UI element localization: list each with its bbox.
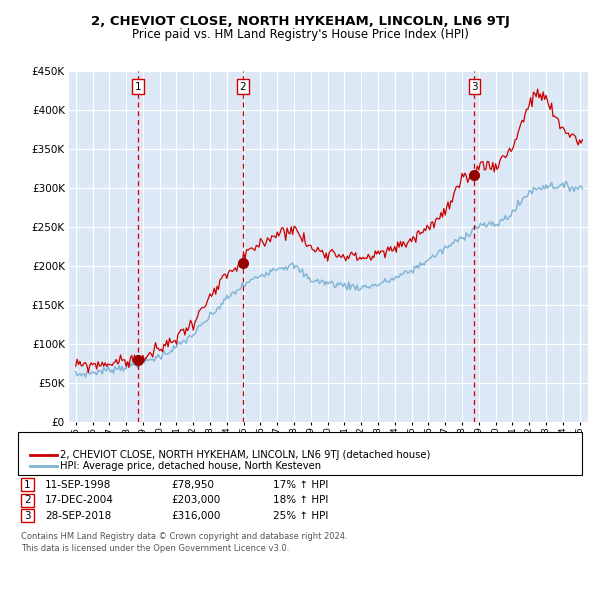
Text: £203,000: £203,000 [171,496,220,505]
Text: Contains HM Land Registry data © Crown copyright and database right 2024.: Contains HM Land Registry data © Crown c… [21,532,347,541]
Text: This data is licensed under the Open Government Licence v3.0.: This data is licensed under the Open Gov… [21,544,289,553]
Text: 11-SEP-1998: 11-SEP-1998 [45,480,112,490]
Text: 28-SEP-2018: 28-SEP-2018 [45,511,111,520]
Text: HPI: Average price, detached house, North Kesteven: HPI: Average price, detached house, Nort… [60,461,321,471]
Text: 2: 2 [24,496,31,505]
Text: £316,000: £316,000 [171,511,220,520]
Text: 3: 3 [471,81,478,91]
Text: 17-DEC-2004: 17-DEC-2004 [45,496,114,505]
Text: 2, CHEVIOT CLOSE, NORTH HYKEHAM, LINCOLN, LN6 9TJ (detached house): 2, CHEVIOT CLOSE, NORTH HYKEHAM, LINCOLN… [60,451,430,460]
Text: 1: 1 [134,81,141,91]
Text: £78,950: £78,950 [171,480,214,490]
Text: 17% ↑ HPI: 17% ↑ HPI [273,480,328,490]
Text: 18% ↑ HPI: 18% ↑ HPI [273,496,328,505]
Text: 3: 3 [24,511,31,520]
Text: 1: 1 [24,480,31,490]
Text: Price paid vs. HM Land Registry's House Price Index (HPI): Price paid vs. HM Land Registry's House … [131,28,469,41]
Text: 25% ↑ HPI: 25% ↑ HPI [273,511,328,520]
Text: 2, CHEVIOT CLOSE, NORTH HYKEHAM, LINCOLN, LN6 9TJ: 2, CHEVIOT CLOSE, NORTH HYKEHAM, LINCOLN… [91,15,509,28]
Text: 2: 2 [239,81,247,91]
